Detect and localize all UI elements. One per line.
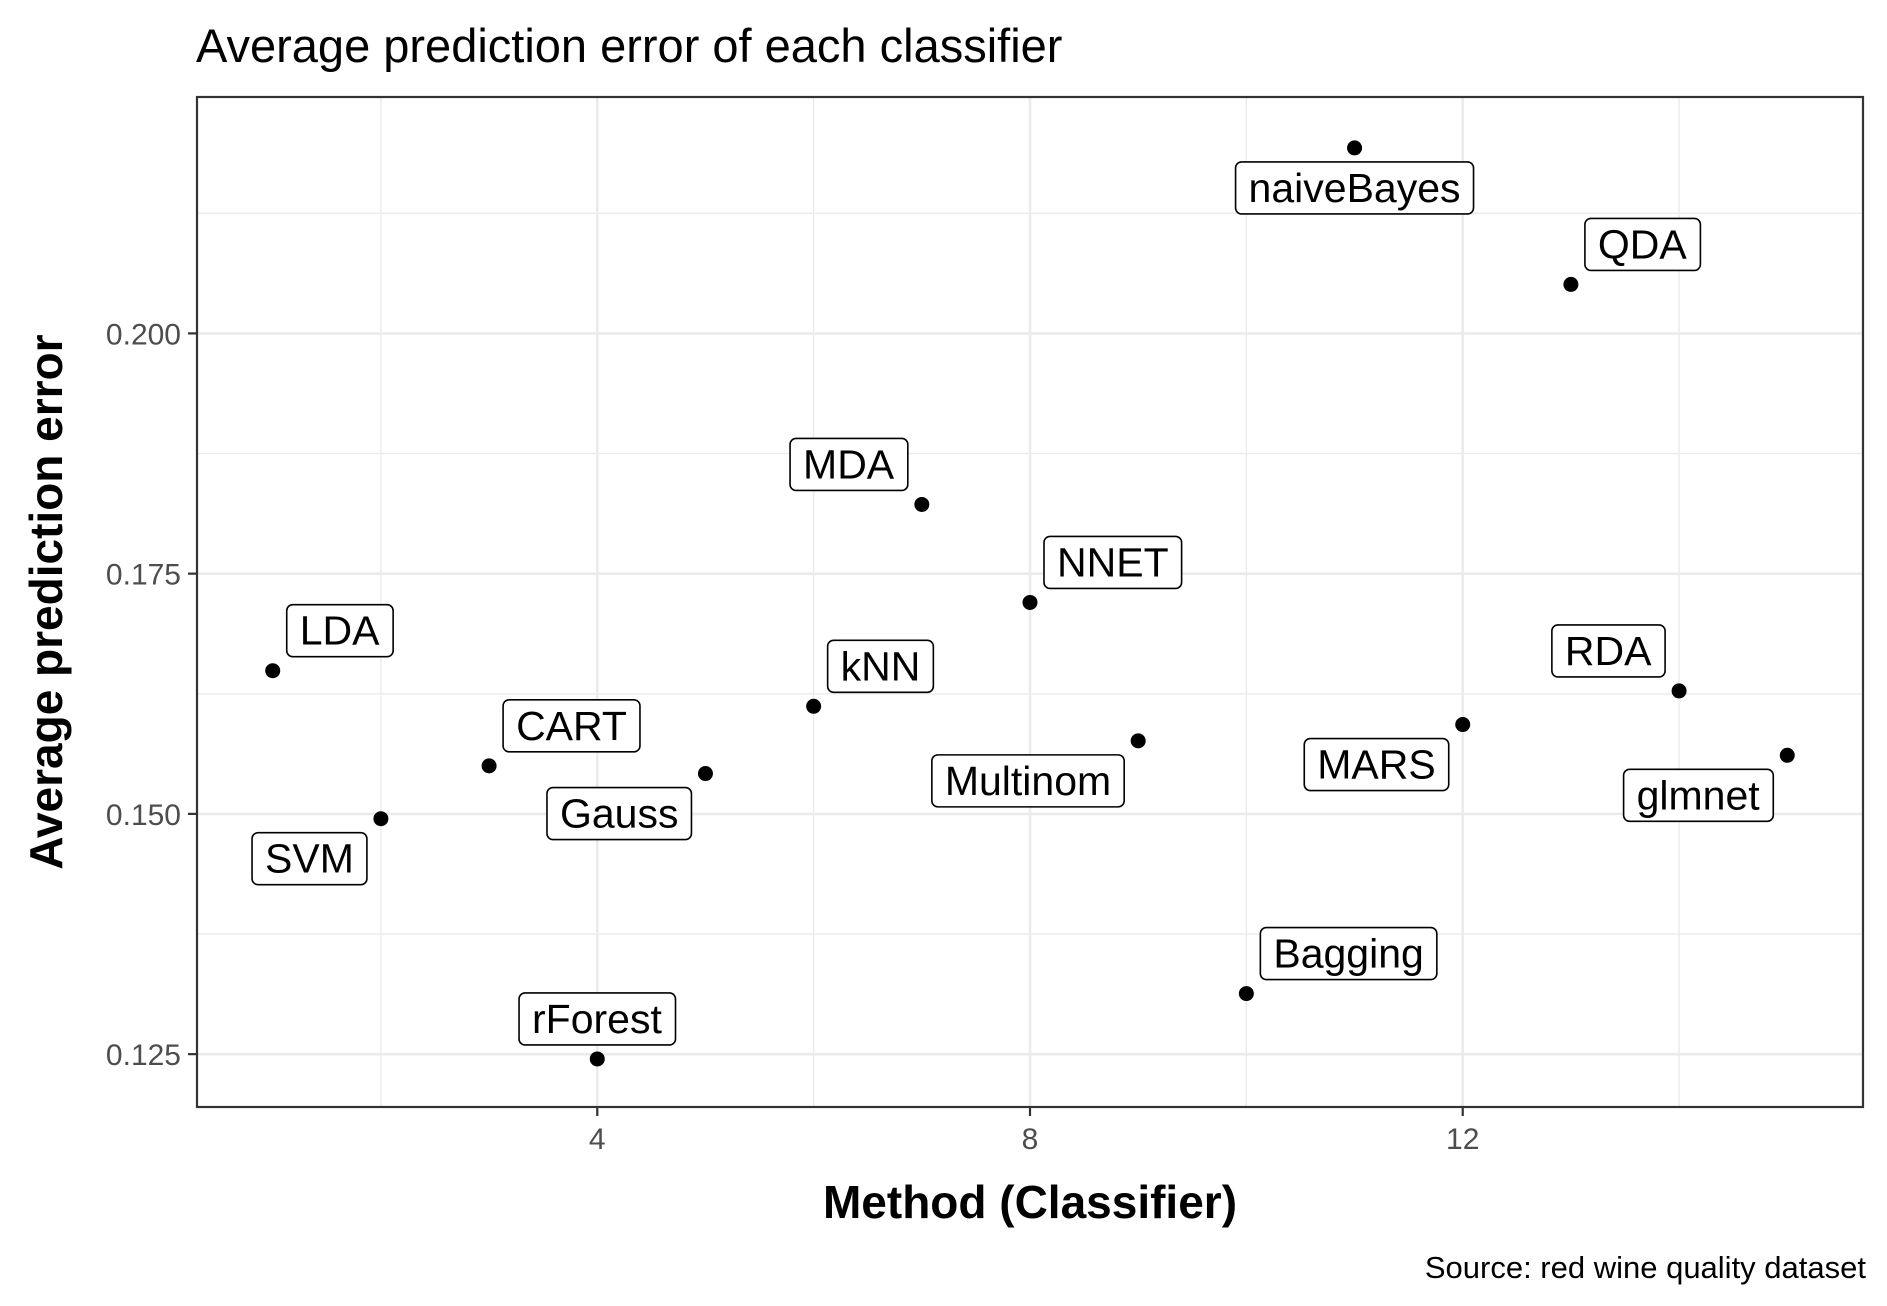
label-box — [285, 603, 394, 658]
label-gauss: Gauss — [546, 786, 693, 841]
label-naivebayes: naiveBayes — [1234, 161, 1475, 215]
label-box — [1584, 217, 1702, 272]
label-box — [789, 437, 909, 492]
label-box — [826, 639, 935, 694]
label-text: MARS — [1317, 742, 1435, 788]
label-mda: MDA — [789, 437, 909, 492]
y-tick-label: 0.150 — [106, 799, 181, 832]
label-text: kNN — [841, 643, 921, 689]
data-point-multinom — [1130, 733, 1146, 749]
major-grid — [197, 97, 1863, 1107]
label-text: SVM — [265, 836, 354, 882]
label-text: RDA — [1565, 628, 1652, 674]
label-text: LDA — [300, 608, 380, 654]
label-box — [518, 992, 677, 1046]
data-point-mars — [1455, 717, 1471, 733]
data-points — [265, 140, 1795, 1067]
label-text: NNET — [1057, 539, 1169, 585]
y-tick-label: 0.125 — [106, 1039, 181, 1072]
data-point-glmnet — [1779, 747, 1795, 763]
caption: Source: red wine quality dataset — [1425, 1250, 1867, 1285]
label-text: Multinom — [945, 758, 1111, 804]
data-point-knn — [806, 698, 822, 714]
y-tick-label: 0.200 — [106, 318, 181, 351]
label-text: glmnet — [1637, 772, 1761, 818]
label-multinom: Multinom — [931, 754, 1125, 808]
label-text: Bagging — [1273, 931, 1423, 977]
label-mars: MARS — [1303, 737, 1450, 792]
axis-ticks: 4 8 12 0.125 0.150 0.175 0.200 — [106, 318, 1479, 1156]
x-axis-title: Method (Classifier) — [823, 1176, 1237, 1228]
label-glmnet: glmnet — [1622, 768, 1775, 823]
label-bagging: Bagging — [1259, 926, 1438, 981]
label-box — [1622, 768, 1775, 823]
point-labels: LDA SVM CART rForest Gauss kNN MDA NNET Multinom… — [251, 161, 1775, 1046]
data-point-bagging — [1238, 986, 1254, 1002]
label-text: Gauss — [560, 791, 679, 837]
label-cart: CART — [502, 699, 641, 753]
label-text: QDA — [1598, 221, 1688, 267]
label-box — [1551, 624, 1666, 678]
label-box — [1259, 926, 1438, 981]
chart-title: Average prediction error of each classif… — [196, 19, 1062, 72]
label-rforest: rForest — [518, 992, 677, 1046]
label-box — [502, 699, 641, 753]
x-tick-label: 8 — [1022, 1123, 1039, 1156]
y-axis-title: Average prediction error — [20, 334, 72, 869]
label-box — [931, 754, 1125, 808]
data-point-mda — [914, 496, 930, 512]
data-point-rda — [1671, 683, 1687, 699]
label-qda: QDA — [1584, 217, 1702, 272]
label-box — [1234, 161, 1475, 215]
label-text: CART — [516, 703, 627, 749]
label-nnet: NNET — [1043, 535, 1183, 590]
label-text: naiveBayes — [1249, 165, 1461, 211]
data-point-qda — [1563, 276, 1579, 292]
label-box — [546, 786, 693, 841]
label-box — [251, 831, 368, 886]
label-knn: kNN — [826, 639, 935, 694]
data-point-cart — [481, 758, 497, 774]
label-rda: RDA — [1551, 624, 1666, 678]
data-point-rforest — [589, 1051, 605, 1067]
data-point-svm — [373, 811, 389, 827]
label-svm: SVM — [251, 831, 368, 886]
data-point-lda — [265, 663, 281, 679]
x-tick-label: 12 — [1446, 1123, 1479, 1156]
x-tick-label: 4 — [589, 1123, 606, 1156]
label-box — [1043, 535, 1183, 590]
label-box — [1303, 737, 1450, 792]
label-text: rForest — [532, 996, 662, 1042]
data-point-nnet — [1022, 594, 1038, 610]
label-lda: LDA — [285, 603, 394, 658]
data-point-gauss — [697, 766, 713, 782]
y-tick-label: 0.175 — [106, 559, 181, 592]
label-text: MDA — [803, 441, 895, 487]
data-point-naivebayes — [1347, 140, 1363, 156]
